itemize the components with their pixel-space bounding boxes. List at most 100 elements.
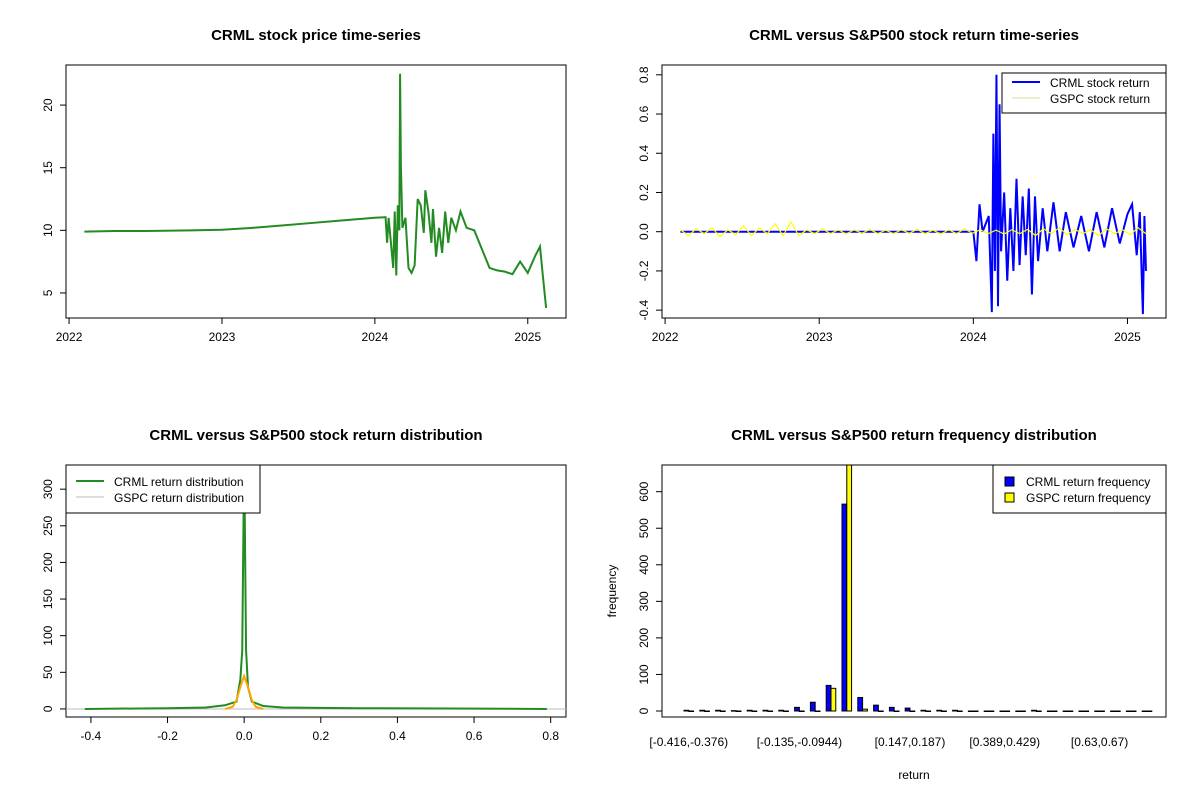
- gspc-frequency-bar: [783, 710, 789, 712]
- y-tick-label: 300: [41, 479, 55, 499]
- y-tick-label: 10: [41, 223, 55, 237]
- distribution-title: CRML versus S&P500 stock return distribu…: [149, 427, 482, 444]
- y-tick-label: 5: [41, 289, 55, 296]
- gspc-frequency-bar: [1099, 710, 1105, 712]
- x-category-label: [-0.135,-0.0944): [757, 735, 842, 749]
- x-tick-label: 0.6: [466, 729, 483, 743]
- legend-crml-swatch: [1004, 476, 1015, 487]
- y-tick-label: 20: [41, 98, 55, 112]
- y-tick-label: 0.4: [637, 145, 651, 162]
- y-tick-label: 600: [637, 481, 651, 501]
- crml-frequency-bar: [683, 709, 690, 712]
- crml-frequency-bar: [1015, 710, 1022, 712]
- y-tick-label: 400: [637, 554, 651, 574]
- crml-frequency-bar: [715, 709, 721, 712]
- crml-frequency-bar: [794, 706, 800, 712]
- plot-frame: [661, 464, 1167, 718]
- legend-gspc-label: GSPC return distribution: [114, 491, 244, 505]
- crml-frequency-bar: [841, 503, 848, 712]
- y-tick-label: 500: [637, 518, 651, 538]
- legend-box: [65, 464, 261, 514]
- gspc-frequency-bar: [972, 710, 979, 712]
- x-tick-label: 0.4: [389, 729, 406, 743]
- crml-frequency-bar: [1094, 710, 1101, 712]
- gspc-frequency-bar: [893, 710, 900, 712]
- legend-crml-label: CRML stock return: [1050, 76, 1150, 90]
- gspc-frequency-bar: [941, 710, 947, 712]
- y-tick-label: 0: [41, 705, 55, 712]
- crml-density-line: [84, 465, 547, 710]
- gspc-frequency-bar: [814, 710, 821, 712]
- crml-frequency-bar: [999, 710, 1006, 712]
- x-category-label: [0.389,0.429): [969, 735, 1040, 749]
- gspc-frequency-bar: [1051, 710, 1058, 712]
- gspc-frequency-bar: [956, 710, 963, 712]
- gspc-frequency-bar: [798, 710, 805, 712]
- gspc-frequency-bar: [688, 710, 695, 712]
- crml-price-line: [84, 73, 548, 309]
- x-tick-label: 2025: [1114, 330, 1141, 344]
- y-tick-label: 0.0: [637, 223, 651, 240]
- y-tick-label: 100: [41, 625, 55, 645]
- gspc-frequency-bar: [719, 710, 726, 712]
- crml-frequency-bar: [825, 684, 832, 712]
- gspc-frequency-bar: [846, 464, 853, 712]
- x-category-label: [-0.416,-0.376): [649, 735, 728, 749]
- distribution-panel: CRML versus S&P500 stock return distribu…: [41, 427, 567, 743]
- x-tick-label: 0.2: [312, 729, 329, 743]
- gspc-return-line: [680, 220, 1147, 238]
- crml-frequency-bar: [1078, 710, 1085, 712]
- x-tick-label: 2024: [960, 330, 987, 344]
- plot-frame: [65, 64, 567, 319]
- crml-frequency-bar: [1046, 710, 1053, 712]
- gspc-frequency-bar: [877, 710, 884, 712]
- crml-frequency-bar: [1141, 710, 1148, 712]
- frequency-title: CRML versus S&P500 return frequency dist…: [731, 427, 1097, 444]
- crml-frequency-bar: [857, 696, 864, 712]
- crml-frequency-bar: [699, 709, 706, 712]
- y-tick-label: -0.4: [637, 299, 651, 320]
- gspc-frequency-bar: [862, 708, 868, 712]
- gspc-frequency-bar: [1035, 710, 1042, 712]
- gspc-frequency-bar: [1020, 710, 1026, 712]
- crml-frequency-bar: [952, 709, 958, 712]
- x-axis-label: return: [898, 768, 929, 782]
- legend-crml-label: CRML return frequency: [1026, 475, 1150, 489]
- price-chart-title: CRML stock price time-series: [211, 27, 421, 44]
- crml-frequency-bar: [762, 709, 769, 712]
- y-tick-label: 0.8: [637, 66, 651, 83]
- crml-frequency-bar: [983, 710, 990, 712]
- y-axis-label: frequency: [605, 565, 619, 618]
- legend-gspc-swatch: [1004, 492, 1015, 503]
- return-ts-title: CRML versus S&P500 stock return time-ser…: [749, 27, 1079, 44]
- crml-frequency-bar: [936, 709, 943, 712]
- crml-frequency-bar: [920, 709, 927, 712]
- y-tick-label: 0.2: [637, 184, 651, 201]
- gspc-density-line: [224, 672, 264, 710]
- crml-frequency-bar: [1062, 710, 1069, 712]
- x-tick-label: 2022: [652, 330, 679, 344]
- gspc-frequency-bar: [1114, 710, 1121, 712]
- crml-frequency-bar: [904, 707, 911, 712]
- y-tick-label: 15: [41, 161, 55, 175]
- price-panel: CRML stock price time-series 5 10 15 20 2022…: [41, 27, 567, 344]
- legend-box: [992, 464, 1167, 514]
- y-tick-label: 150: [41, 589, 55, 609]
- gspc-frequency-bar: [751, 710, 758, 712]
- gspc-frequency-bar: [925, 710, 932, 712]
- crml-frequency-bar: [809, 701, 816, 712]
- gspc-frequency-bar: [988, 710, 995, 712]
- plot-frame: [661, 64, 1167, 319]
- distribution-legend: CRML return distribution GSPC return dis…: [65, 464, 261, 514]
- x-category-label: [0.63,0.67): [1071, 735, 1128, 749]
- x-tick-label: 2023: [806, 330, 833, 344]
- crml-frequency-bar: [967, 710, 974, 712]
- crml-frequency-bar: [1125, 710, 1132, 712]
- gspc-frequency-bar: [1130, 710, 1137, 712]
- gspc-frequency-bar: [735, 710, 742, 712]
- gspc-frequency-bar: [767, 710, 774, 712]
- gspc-frequency-bar: [830, 687, 837, 712]
- y-tick-label: 300: [637, 591, 651, 611]
- y-tick-label: 100: [637, 664, 651, 684]
